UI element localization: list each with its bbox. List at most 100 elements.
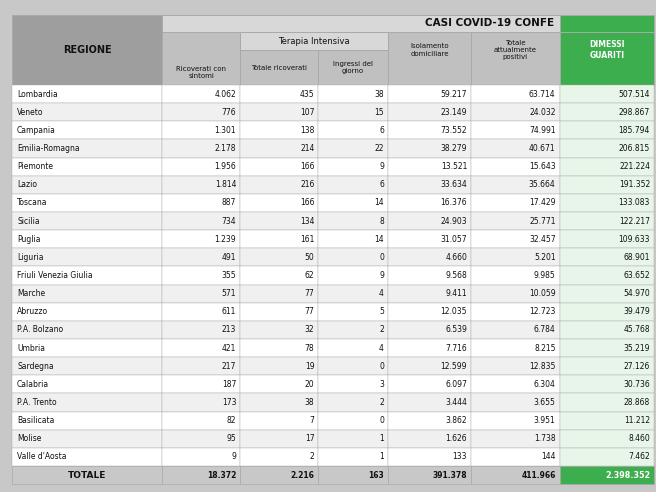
Bar [162, 448, 240, 466]
Text: 8.215: 8.215 [534, 343, 556, 353]
Text: Sardegna: Sardegna [17, 362, 54, 370]
Bar [162, 157, 240, 176]
Text: 12.723: 12.723 [529, 308, 556, 316]
Bar [388, 284, 471, 303]
Bar [318, 394, 388, 412]
Bar [12, 466, 162, 484]
Bar [240, 303, 318, 321]
Bar [388, 267, 471, 284]
Bar [240, 339, 318, 357]
Text: 216: 216 [300, 180, 314, 189]
Text: 63.652: 63.652 [623, 271, 650, 280]
Text: 24.032: 24.032 [529, 108, 556, 117]
Text: 6: 6 [379, 180, 384, 189]
Bar [162, 412, 240, 430]
Bar [471, 248, 560, 267]
Text: 4: 4 [379, 289, 384, 298]
Text: 213: 213 [222, 325, 236, 335]
Text: 6.097: 6.097 [445, 380, 467, 389]
Text: 54.970: 54.970 [623, 289, 650, 298]
Text: 2.178: 2.178 [215, 144, 236, 153]
Bar [560, 139, 654, 157]
Text: 9.411: 9.411 [445, 289, 467, 298]
Text: TOTALE: TOTALE [68, 470, 106, 480]
Bar [318, 139, 388, 157]
Text: Lazio: Lazio [17, 180, 37, 189]
Text: 491: 491 [222, 253, 236, 262]
Text: 77: 77 [304, 308, 314, 316]
Text: 28.868: 28.868 [624, 398, 650, 407]
Bar [318, 122, 388, 139]
Text: 8: 8 [379, 216, 384, 225]
Bar [162, 339, 240, 357]
Bar [240, 176, 318, 194]
Bar [318, 85, 388, 103]
Text: Isolamento
domiciliare: Isolamento domiciliare [410, 43, 449, 57]
Text: 38: 38 [375, 90, 384, 98]
Bar [12, 230, 162, 248]
Text: 206.815: 206.815 [619, 144, 650, 153]
Text: 38.279: 38.279 [441, 144, 467, 153]
Text: 161: 161 [300, 235, 314, 244]
Text: 1.738: 1.738 [534, 434, 556, 443]
Text: Basilicata: Basilicata [17, 416, 54, 425]
Text: DIMESSI
GUARITI: DIMESSI GUARITI [589, 40, 625, 60]
Text: 95: 95 [226, 434, 236, 443]
Bar [471, 339, 560, 357]
Text: 2: 2 [379, 325, 384, 335]
Text: 45.768: 45.768 [623, 325, 650, 335]
Text: 107: 107 [300, 108, 314, 117]
Text: 74.991: 74.991 [529, 126, 556, 135]
Text: 166: 166 [300, 162, 314, 171]
Text: Calabria: Calabria [17, 380, 49, 389]
Bar [560, 212, 654, 230]
Bar [471, 303, 560, 321]
Bar [12, 248, 162, 267]
Text: 133.083: 133.083 [619, 198, 650, 208]
Bar [388, 466, 471, 484]
Text: 0: 0 [379, 253, 384, 262]
Bar [471, 194, 560, 212]
Text: 77: 77 [304, 289, 314, 298]
Bar [162, 15, 560, 32]
Text: 14: 14 [375, 235, 384, 244]
Text: Toscana: Toscana [17, 198, 47, 208]
Bar [240, 85, 318, 103]
Text: 8.460: 8.460 [628, 434, 650, 443]
Bar [471, 267, 560, 284]
Text: 5: 5 [379, 308, 384, 316]
Bar [388, 357, 471, 375]
Bar [388, 248, 471, 267]
Bar [388, 32, 471, 85]
Bar [12, 157, 162, 176]
Bar [471, 157, 560, 176]
Text: 22: 22 [375, 144, 384, 153]
Bar [240, 357, 318, 375]
Text: 27.126: 27.126 [624, 362, 650, 370]
Text: Umbria: Umbria [17, 343, 45, 353]
Bar [240, 212, 318, 230]
Text: 20: 20 [305, 380, 314, 389]
Text: 31.057: 31.057 [441, 235, 467, 244]
Bar [12, 139, 162, 157]
Bar [162, 139, 240, 157]
Bar [560, 248, 654, 267]
Bar [240, 32, 388, 50]
Bar [388, 139, 471, 157]
Bar [560, 303, 654, 321]
Text: 14: 14 [375, 198, 384, 208]
Bar [12, 430, 162, 448]
Bar [318, 412, 388, 430]
Bar [471, 103, 560, 122]
Bar [240, 139, 318, 157]
Bar [388, 430, 471, 448]
Bar [12, 122, 162, 139]
Text: 9: 9 [379, 271, 384, 280]
Text: 19: 19 [305, 362, 314, 370]
Bar [162, 103, 240, 122]
Text: Totale ricoverati: Totale ricoverati [251, 64, 308, 70]
Text: 11.212: 11.212 [624, 416, 650, 425]
Bar [471, 430, 560, 448]
Text: 59.217: 59.217 [441, 90, 467, 98]
Bar [318, 375, 388, 394]
